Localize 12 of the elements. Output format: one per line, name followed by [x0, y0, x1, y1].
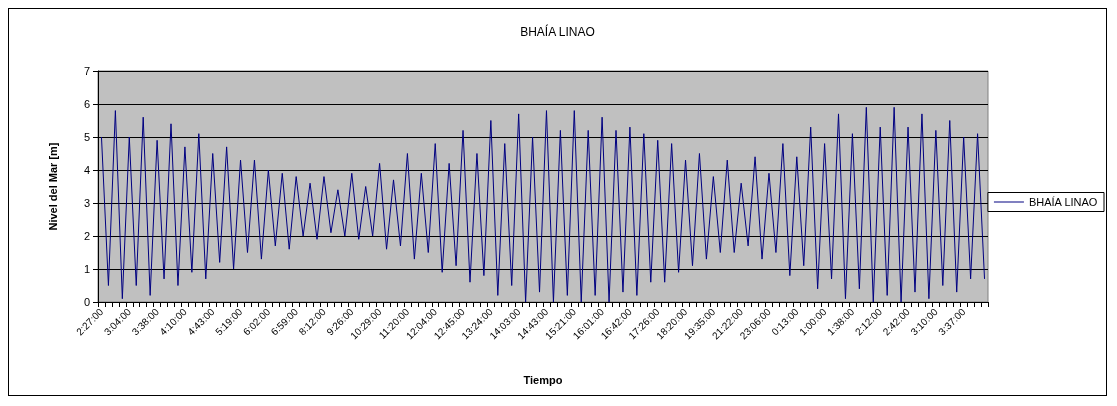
legend-label: BHAÍA LINAO	[1028, 196, 1098, 208]
y-tick-label: 7	[83, 65, 90, 77]
x-axis-title: Tiempo	[523, 373, 563, 386]
chart-title: BHAÍA LINAO	[520, 24, 595, 39]
y-tick-label: 3	[83, 197, 90, 209]
y-tick-label: 2	[83, 230, 90, 242]
y-axis-title: Nivel del Mar [m]	[46, 142, 59, 231]
y-tick-label: 5	[83, 131, 90, 143]
y-tick-label: 6	[83, 98, 90, 110]
y-tick-label: 0	[83, 296, 90, 308]
y-tick-label: 4	[83, 164, 90, 176]
y-tick-label: 1	[83, 263, 90, 275]
